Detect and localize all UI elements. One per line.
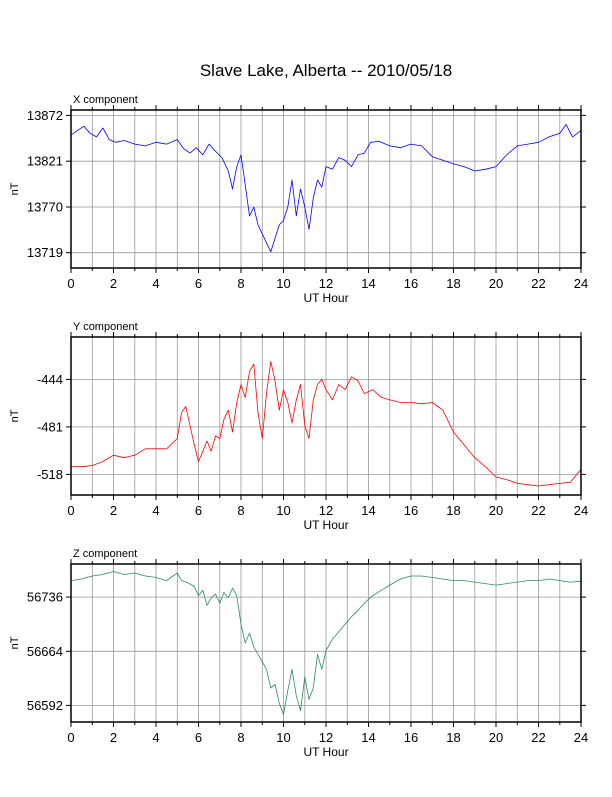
y-tick-label-y: -518: [37, 467, 63, 482]
x-tick-label-y: 0: [67, 503, 74, 518]
y-tick-label-y: -444: [37, 372, 63, 387]
panel-title-y: Y component: [73, 321, 138, 333]
x-tick-label-z: 18: [446, 730, 460, 745]
x-tick-label-z: 2: [110, 730, 117, 745]
x-tick-label-z: 24: [574, 730, 588, 745]
x-tick-label-x: 6: [195, 276, 202, 291]
x-tick-label-z: 10: [276, 730, 290, 745]
x-tick-label-y: 22: [531, 503, 545, 518]
x-tick-label-x: 0: [67, 276, 74, 291]
y-tick-label-z: 56664: [27, 644, 63, 659]
series-line-x: [70, 124, 582, 253]
series-line-z: [70, 571, 582, 715]
x-tick-label-y: 2: [110, 503, 117, 518]
x-tick-label-x: 8: [237, 276, 244, 291]
x-tick-label-y: 14: [361, 503, 375, 518]
y-tick-label-x: 13872: [27, 108, 63, 123]
x-tick-label-z: 0: [67, 730, 74, 745]
x-tick-label-y: 4: [152, 503, 159, 518]
panel-title-x: X component: [73, 94, 138, 106]
x-tick-label-z: 8: [237, 730, 244, 745]
x-tick-label-x: 20: [489, 276, 503, 291]
x-tick-label-y: 12: [319, 503, 333, 518]
series-line-y: [71, 360, 582, 487]
x-tick-label-x: 16: [404, 276, 418, 291]
y-tick-label-z: 56592: [27, 698, 63, 713]
y-tick-label-x: 13770: [27, 200, 63, 215]
x-tick-label-z: 12: [319, 730, 333, 745]
x-tick-label-z: 16: [404, 730, 418, 745]
x-tick-label-y: 16: [404, 503, 418, 518]
x-tick-label-x: 14: [361, 276, 375, 291]
x-tick-label-x: 4: [152, 276, 159, 291]
x-tick-label-y: 6: [195, 503, 202, 518]
x-axis-label-x: UT Hour: [303, 291, 348, 305]
x-tick-label-y: 20: [489, 503, 503, 518]
x-tick-label-y: 18: [446, 503, 460, 518]
x-tick-label-z: 20: [489, 730, 503, 745]
x-axis-label-y: UT Hour: [303, 518, 348, 532]
x-tick-label-z: 22: [531, 730, 545, 745]
x-tick-label-x: 24: [574, 276, 588, 291]
y-tick-label-x: 13719: [27, 245, 63, 260]
y-tick-label-z: 56736: [27, 590, 63, 605]
y-axis-label-z: nT: [9, 636, 21, 649]
chart-title: Slave Lake, Alberta -- 2010/05/18: [200, 61, 452, 80]
x-tick-label-z: 4: [152, 730, 159, 745]
x-tick-label-x: 10: [276, 276, 290, 291]
x-tick-label-y: 8: [237, 503, 244, 518]
x-tick-label-z: 14: [361, 730, 375, 745]
x-tick-label-y: 24: [574, 503, 588, 518]
x-tick-label-x: 18: [446, 276, 460, 291]
y-tick-label-x: 13821: [27, 154, 63, 169]
panel-title-z: Z component: [73, 548, 137, 560]
x-tick-label-y: 10: [276, 503, 290, 518]
x-tick-label-x: 12: [319, 276, 333, 291]
y-axis-label-x: nT: [9, 182, 21, 195]
x-tick-label-z: 6: [195, 730, 202, 745]
x-tick-label-x: 2: [110, 276, 117, 291]
x-tick-label-x: 22: [531, 276, 545, 291]
x-axis-label-z: UT Hour: [303, 745, 348, 759]
y-axis-label-y: nT: [9, 409, 21, 422]
y-tick-label-y: -481: [37, 419, 63, 434]
